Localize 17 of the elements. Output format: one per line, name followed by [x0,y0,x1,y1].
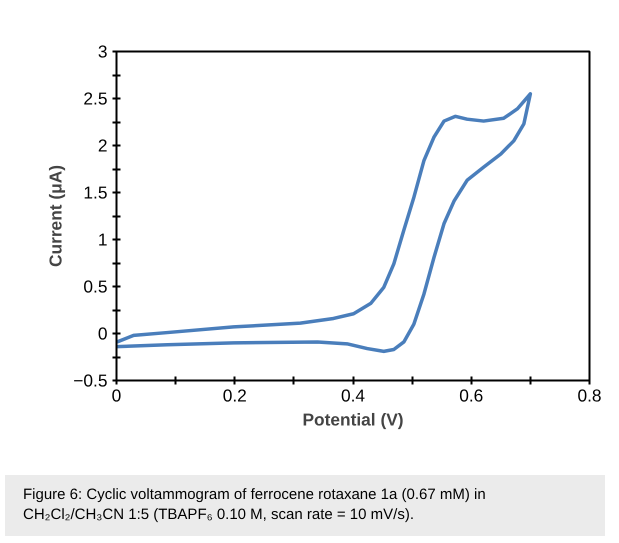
x-tick-label: 0.6 [459,386,484,406]
y-tick-label: 0.5 [83,276,108,296]
x-tick-label: 0 [112,386,122,406]
x-tick-label: 0.4 [340,386,366,406]
y-tick-label: 1.5 [83,182,108,202]
x-tick-label: 0.8 [577,386,602,406]
y-tick-label: 3 [98,42,108,62]
y-tick-label: −0.5 [73,370,108,390]
line-series [116,92,532,354]
x-axis-title: Potential (V) [302,410,404,430]
y-tick-label: 2 [98,136,108,156]
y-tick-label: 0 [98,324,108,344]
caption: Figure 6: Cyclic voltammogram of ferrocene rotaxane 1a (0.67 mM) in CH₂Cl₂/CH₃CN 1:5 (TBAPF₆ 0.10 M, scan rate = 10 mV/s). [23,485,487,526]
y-tick-label: 2.5 [83,88,108,108]
y-tick-label: 1 [98,230,108,250]
x-tick-label: 0.2 [222,386,247,406]
y-axis-title: Current (μA) [45,164,66,268]
